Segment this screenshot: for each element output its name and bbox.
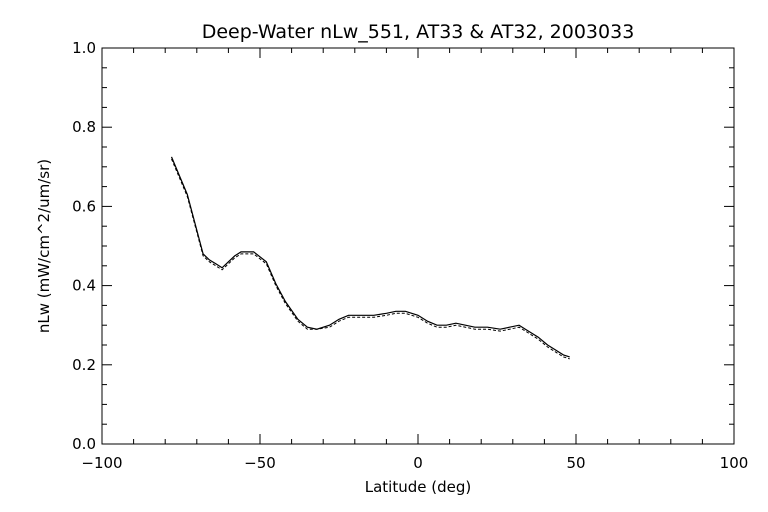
tick-labels: −100 −50 0 50 100 0.0 0.2 0.4 0.6 0.8 1.0: [72, 39, 748, 472]
plot-frame: [101, 47, 735, 445]
x-tick-label: 0: [413, 454, 423, 472]
chart-title: Deep-Water nLw_551, AT33 & AT32, 2003033: [202, 21, 635, 43]
series-layer: [170, 156, 570, 360]
x-tick-label: 100: [720, 454, 749, 472]
y-tick-label: 1.0: [72, 39, 96, 57]
y-tick-label: 0.8: [72, 118, 96, 136]
x-tick-label: 50: [566, 454, 585, 472]
series-line-1: [170, 156, 570, 358]
x-axis-label: Latitude (deg): [365, 478, 471, 496]
y-tick-label: 0.6: [72, 197, 96, 215]
axis-ticks: [101, 47, 735, 445]
y-tick-label: 0.4: [72, 277, 96, 295]
y-axis-label: nLw (mW/cm^2/um/sr): [35, 159, 53, 333]
series-line-2: [171, 158, 570, 360]
x-tick-label: −50: [244, 454, 276, 472]
x-tick-label: −100: [81, 454, 122, 472]
y-tick-label: 0.2: [72, 356, 96, 374]
y-tick-label: 0.0: [72, 435, 96, 453]
